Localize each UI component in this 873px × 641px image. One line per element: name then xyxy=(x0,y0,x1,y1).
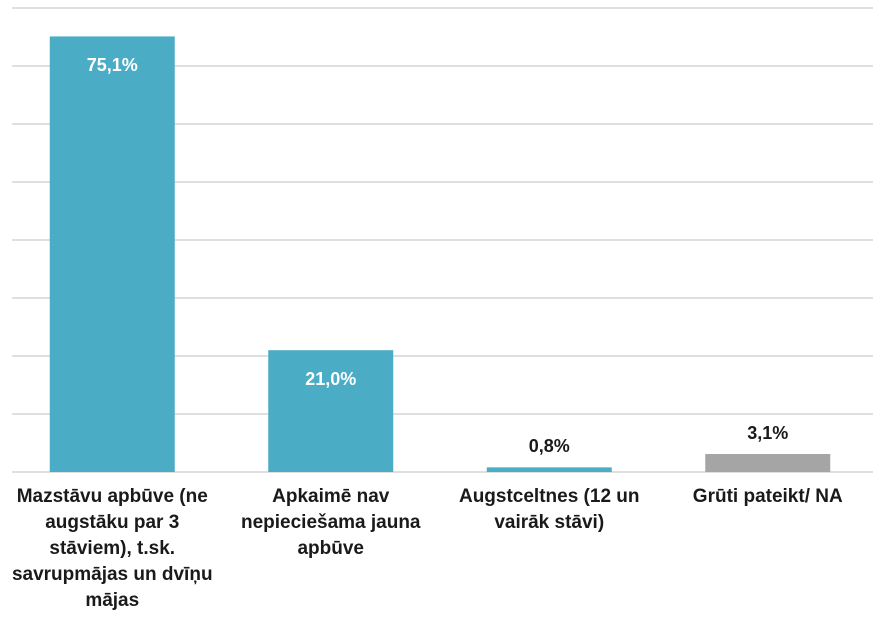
bar xyxy=(49,36,175,473)
x-tick-label: Grūti pateikt/ NA xyxy=(692,486,843,507)
bar xyxy=(486,467,612,472)
data-label: 21,0% xyxy=(305,369,356,389)
data-label: 3,1% xyxy=(747,423,788,443)
data-label: 0,8% xyxy=(529,436,570,456)
x-tick-label: Augstceltnes (12 un vairāk stāvi) xyxy=(458,486,640,533)
bar xyxy=(705,454,831,472)
x-tick-label: Mazstāvu apbūve (ne augstāku par 3 stāvi… xyxy=(11,486,213,611)
bar xyxy=(268,350,394,472)
x-tick-label: Apkaimē nav nepieciešama jauna apbūve xyxy=(240,486,421,559)
data-label: 75,1% xyxy=(87,55,138,75)
